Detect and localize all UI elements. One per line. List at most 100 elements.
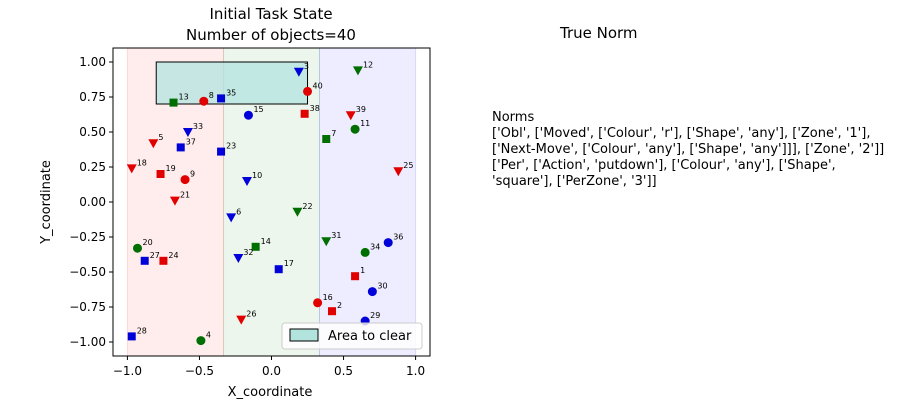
point-label: 31 <box>331 231 341 240</box>
chart-subtitle: Number of objects=40 <box>186 26 356 44</box>
point-label: 19 <box>166 164 176 173</box>
point-label: 24 <box>168 251 178 260</box>
norm-line: ['Obl', ['Moved', ['Colour', 'r'], ['Sha… <box>492 126 885 157</box>
y-tick-label: 0.50 <box>79 125 106 139</box>
point-marker-circle <box>383 238 393 248</box>
point-marker-circle <box>243 110 253 120</box>
norms-heading: Norms <box>492 110 535 125</box>
point-label: 30 <box>377 282 387 291</box>
point-marker-circle <box>367 287 377 297</box>
point-marker-square <box>328 307 337 316</box>
point-label: 34 <box>370 242 380 251</box>
point-marker-triangle <box>242 177 253 186</box>
point-marker-square <box>351 272 360 281</box>
point-label: 32 <box>243 248 253 257</box>
y-tick-label: −1.00 <box>69 335 106 349</box>
point-label: 11 <box>360 119 370 128</box>
area-to-clear <box>155 61 309 105</box>
point-label: 16 <box>323 293 333 302</box>
point-marker-square <box>176 143 185 152</box>
point-marker-triangle <box>292 207 303 217</box>
point-label: 4 <box>206 331 211 340</box>
point-label: 25 <box>403 161 413 170</box>
point-label: 40 <box>313 81 323 90</box>
norms-text-block: Norms ['Obl', ['Moved', ['Colour', 'r'],… <box>492 110 897 190</box>
point-label: 35 <box>226 88 236 97</box>
point-marker-triangle <box>148 139 159 149</box>
x-axis-label: X_coordinate <box>228 385 313 400</box>
point-marker-circle <box>199 96 209 106</box>
point-label: 7 <box>331 129 336 138</box>
point-marker-circle <box>350 124 360 134</box>
clear-area-layer <box>155 61 309 105</box>
point-label: 13 <box>179 93 189 102</box>
point-label: 27 <box>150 251 160 260</box>
legend-label: Area to clear <box>328 329 412 344</box>
x-tick-label: −1.0 <box>113 364 142 378</box>
point-label: 26 <box>246 310 256 319</box>
point-marker-circle <box>313 298 323 308</box>
y-tick-label: 1.00 <box>79 55 106 69</box>
norm-line: ['Per', ['Action', 'putdown'], ['Colour'… <box>492 158 836 189</box>
point-label: 29 <box>370 311 380 320</box>
point-marker-triangle <box>233 254 244 263</box>
point-label: 22 <box>302 202 312 211</box>
point-label: 17 <box>284 259 294 268</box>
point-marker-square <box>322 135 331 143</box>
point-marker-circle <box>360 247 370 257</box>
y-tick-label: −0.75 <box>69 300 106 314</box>
legend: Area to clear <box>281 322 423 350</box>
point-marker-square <box>217 94 226 103</box>
point-label: 15 <box>253 105 263 114</box>
point-marker-triangle <box>345 111 356 121</box>
point-marker-triangle <box>126 164 137 174</box>
axes-layer: −1.0 −0.5 0.0 0.5 1.0 −1.00 −0.75 −0.50 −0.25 0.0… <box>69 47 431 378</box>
y-axis-label: Y_coordinate <box>39 160 54 245</box>
point-label: 8 <box>209 91 214 100</box>
point-label: 33 <box>193 122 203 131</box>
x-tick-label: 1.0 <box>406 364 425 378</box>
point-marker-square <box>159 256 168 265</box>
point-marker-triangle <box>226 213 237 223</box>
point-marker-triangle <box>169 196 180 206</box>
point-marker-triangle <box>352 66 363 76</box>
point-marker-triangle <box>236 315 247 325</box>
point-marker-square <box>156 170 165 178</box>
point-label: 18 <box>137 158 147 167</box>
point-marker-square <box>127 332 136 341</box>
y-tick-label: 0.75 <box>79 90 106 104</box>
y-tick-label: −0.50 <box>69 265 106 279</box>
point-label: 2 <box>337 301 342 310</box>
point-marker-square <box>251 242 260 251</box>
point-label: 21 <box>180 191 190 200</box>
point-label: 6 <box>236 207 241 216</box>
point-marker-circle <box>180 175 190 185</box>
point-label: 5 <box>158 133 163 142</box>
x-tick-label: 0.5 <box>334 364 353 378</box>
point-label: 1 <box>360 266 365 275</box>
point-label: 12 <box>363 60 373 69</box>
norms-panel-title: True Norm <box>560 24 638 42</box>
point-label: 28 <box>137 326 147 335</box>
point-label: 38 <box>310 104 320 113</box>
point-marker-square <box>274 265 283 274</box>
point-marker-circle <box>132 243 142 253</box>
point-marker-square <box>217 147 226 156</box>
point-marker-circle <box>303 86 313 96</box>
point-marker-triangle <box>182 128 193 137</box>
point-label: 36 <box>393 233 403 242</box>
point-label: 10 <box>252 171 262 180</box>
point-label: 23 <box>226 142 236 151</box>
point-marker-circle <box>196 336 206 346</box>
point-marker-triangle <box>321 237 332 247</box>
y-tick-label: −0.25 <box>69 230 106 244</box>
y-tick-label: 0.00 <box>79 195 106 209</box>
point-marker-square <box>300 109 309 118</box>
point-label: 39 <box>356 105 366 114</box>
point-label: 9 <box>190 170 195 179</box>
point-label: 14 <box>261 237 271 246</box>
point-marker-square <box>169 98 178 107</box>
chart-title: Initial Task State <box>209 5 332 23</box>
